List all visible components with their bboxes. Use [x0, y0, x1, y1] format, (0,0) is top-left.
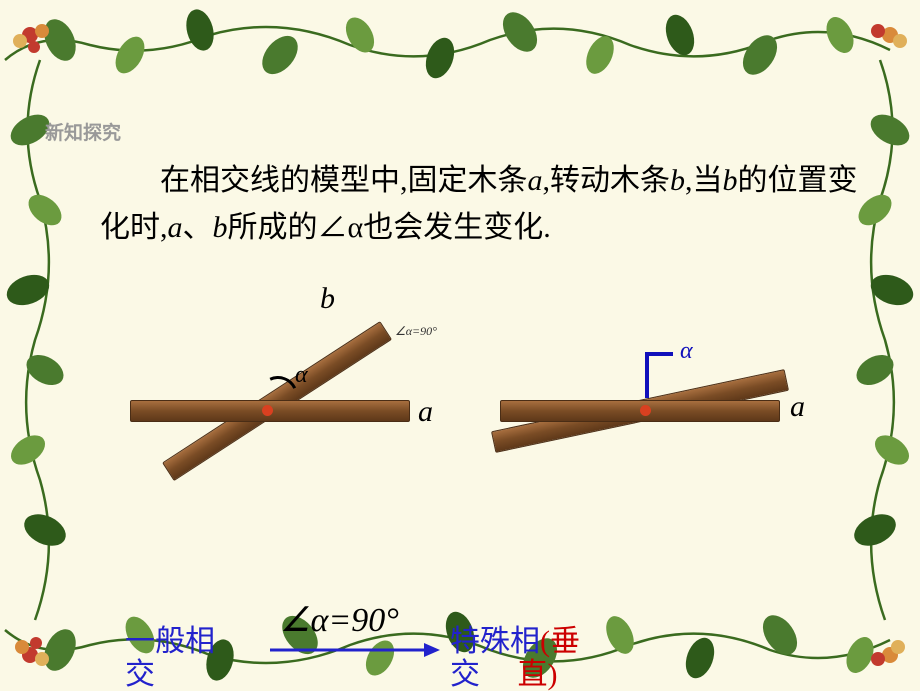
text: 直) [518, 658, 558, 691]
text: 特殊相 [450, 625, 540, 658]
label-b: b [320, 282, 335, 316]
para-text: ,转动木条 [543, 164, 671, 197]
special-intersect-label: 特殊相(垂 交 直) [450, 625, 580, 691]
para-text: 在相交线的模型中,固定木条 [160, 164, 528, 197]
formula-90deg: ∠α=90° [280, 600, 399, 640]
label-a-right: a [790, 390, 805, 424]
label-alpha-left: α [295, 362, 308, 389]
general-intersect-label: 一般相 交 [125, 625, 215, 691]
arrow-icon [270, 640, 440, 660]
label-a-left: a [418, 395, 433, 429]
diagram-area: b ∠α=90° α a α a [0, 290, 920, 510]
var-a: a [168, 211, 183, 244]
var-b: b [723, 164, 738, 197]
main-paragraph: 在相交线的模型中,固定木条a,转动木条b,当b的位置变化时,a、b所成的∠α也会… [100, 158, 860, 251]
text: 垂 [550, 625, 580, 658]
var-b: b [213, 211, 228, 244]
intersection-dot-left [262, 405, 273, 416]
var-a: a [528, 164, 543, 197]
para-text: ,当 [685, 164, 723, 197]
para-text: 、 [183, 211, 213, 244]
small-formula: ∠α=90° [395, 324, 437, 339]
text: 交 [125, 658, 155, 691]
section-label: 新知探究 [45, 118, 121, 145]
text: 交 [450, 658, 480, 691]
intersection-dot-right [640, 405, 651, 416]
para-text: 所成的∠α也会发生变化. [228, 211, 551, 244]
var-b: b [670, 164, 685, 197]
label-alpha-right: α [680, 338, 693, 365]
text: 一般相 [125, 625, 215, 658]
text: ( [540, 625, 550, 658]
bottom-row: 一般相 交 ∠α=90° 特殊相(垂 交 直) [0, 600, 920, 690]
right-angle-marker [645, 352, 673, 398]
